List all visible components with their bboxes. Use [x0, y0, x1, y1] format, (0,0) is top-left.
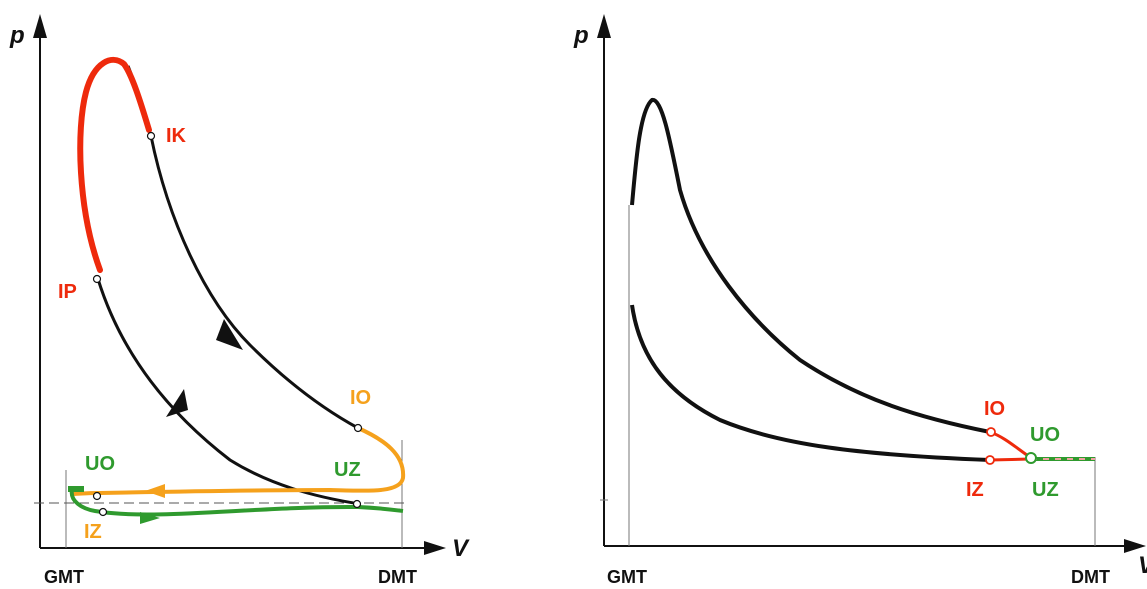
- left-label-io: IO: [350, 387, 371, 409]
- right-expansion-curve: [630, 98, 991, 434]
- left-label-uz: UZ: [334, 459, 361, 481]
- left-tick-gmt: GMT: [44, 567, 84, 587]
- right-x-axis-label: V: [1138, 552, 1147, 579]
- left-point-ip: [92, 274, 102, 284]
- left-intake-arrow: [140, 512, 160, 524]
- right-y-axis-label: p: [573, 22, 589, 49]
- right-point-io: [986, 427, 996, 437]
- left-diagram: p V IK IP IO UZ UO: [9, 14, 470, 587]
- left-point-uz: [352, 499, 362, 509]
- right-label-iz: IZ: [966, 479, 984, 501]
- right-label-uo: UO: [1030, 424, 1060, 446]
- left-compression-arrow: [166, 389, 188, 417]
- left-y-axis-label: p: [9, 22, 25, 49]
- left-exhaust-arrow: [145, 484, 165, 498]
- left-intake-curve: [69, 489, 404, 517]
- left-label-ip: IP: [58, 281, 77, 303]
- right-tick-dmt: DMT: [1071, 567, 1110, 587]
- right-point-uo-uz: [1025, 452, 1037, 464]
- left-y-axis-arrow: [33, 14, 47, 38]
- left-tick-dmt: DMT: [378, 567, 417, 587]
- right-label-uz: UZ: [1032, 479, 1059, 501]
- left-label-ik: IK: [166, 125, 187, 147]
- left-point-ik: [146, 131, 156, 141]
- left-point-uo: [92, 491, 102, 501]
- right-point-iz: [985, 455, 995, 465]
- left-point-iz: [98, 507, 108, 517]
- left-point-io: [353, 423, 363, 433]
- left-label-iz: IZ: [84, 521, 102, 543]
- left-compression-curve: [96, 278, 361, 506]
- right-label-io: IO: [984, 398, 1005, 420]
- left-expansion-arrow: [216, 319, 243, 350]
- right-intake-red: [989, 457, 1031, 462]
- left-x-axis-label: V: [452, 535, 470, 562]
- left-label-uo: UO: [85, 453, 115, 475]
- right-tick-gmt: GMT: [607, 567, 647, 587]
- left-combustion-curve: [77, 57, 152, 273]
- right-compression-curve: [630, 304, 991, 462]
- left-x-axis-arrow: [424, 541, 446, 555]
- right-y-axis-arrow: [597, 14, 611, 38]
- right-diagram: p V IO UO IZ UZ GMT DMT: [573, 14, 1147, 587]
- left-expansion-curve: [126, 65, 359, 430]
- right-blowdown-curve: [989, 430, 1032, 460]
- right-x-axis-arrow: [1124, 539, 1146, 553]
